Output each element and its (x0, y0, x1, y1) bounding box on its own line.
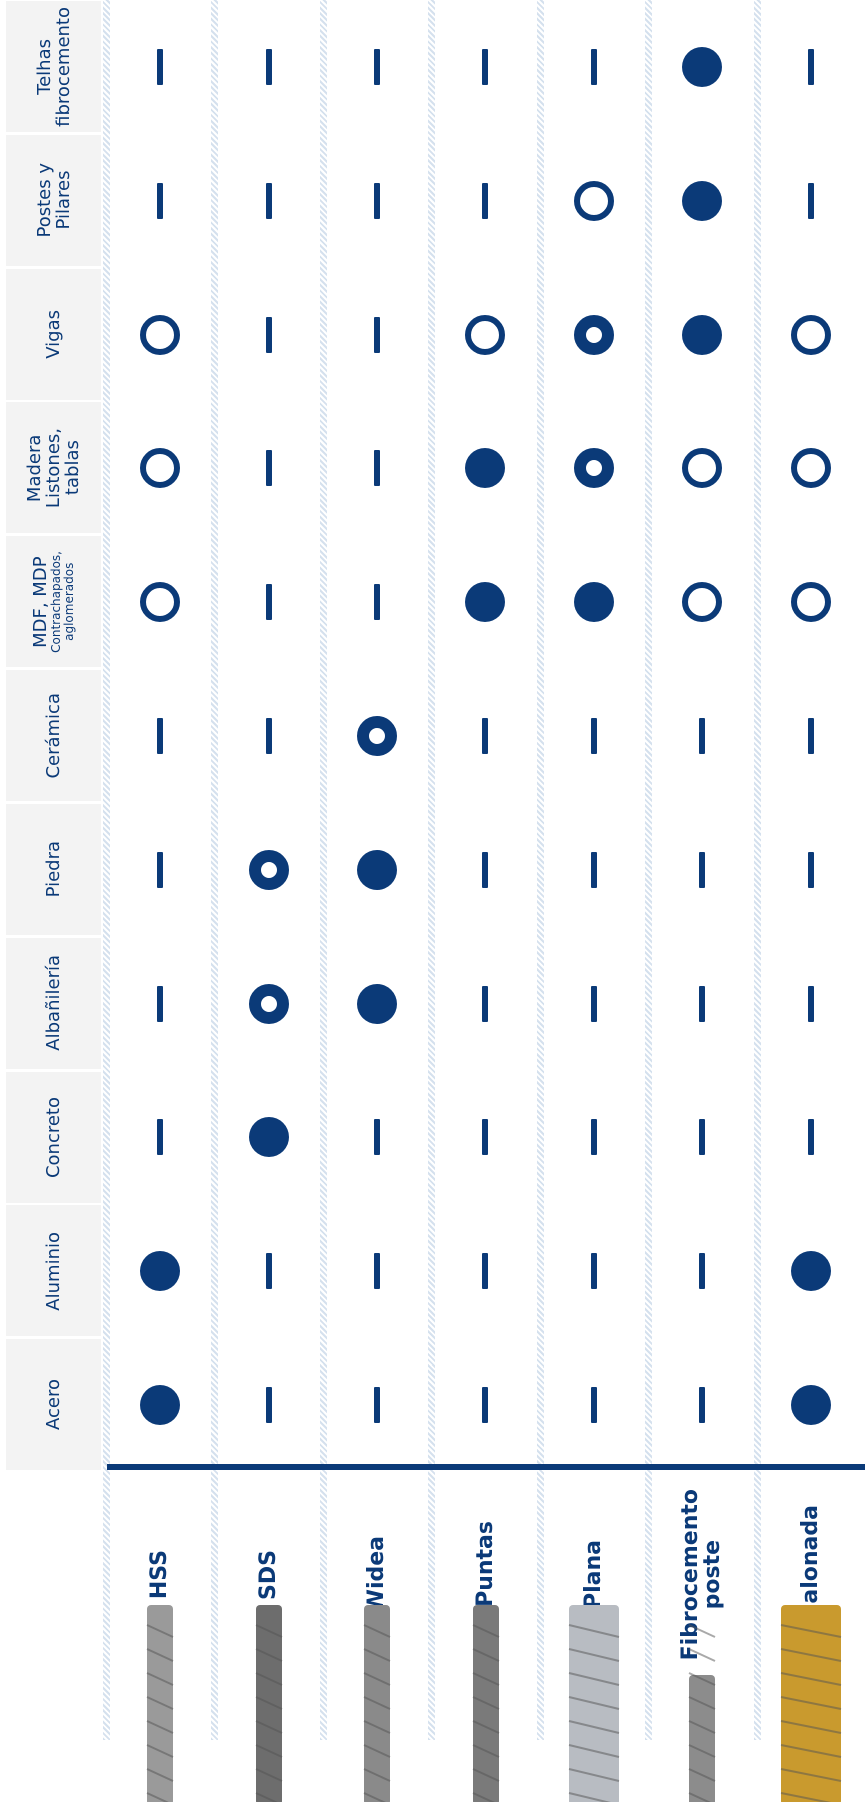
material-cell: Piedra (6, 804, 101, 935)
label-line: Albañilería (44, 955, 63, 1051)
label-line: Telhas (35, 7, 54, 127)
label-line: Concreto (44, 1097, 63, 1178)
material-label: Vigas (44, 310, 63, 359)
compatibility-grid (106, 0, 865, 1472)
label-line: tablas (63, 428, 82, 508)
drill-image (771, 1585, 851, 1802)
material-cell: Concreto (6, 1072, 101, 1203)
label-line: Acero (44, 1379, 63, 1430)
label-line: fibrocemento (54, 7, 73, 127)
label-line: Aluminio (44, 1232, 63, 1311)
drill-image (229, 1585, 309, 1802)
drill-image (554, 1585, 634, 1802)
label-line: Vigas (44, 310, 63, 359)
drill-image (446, 1585, 526, 1802)
label-line: Piedra (44, 841, 63, 897)
label-line: aglomerados (63, 551, 76, 653)
label-line: Postes y (35, 163, 54, 238)
label-line: Pilares (54, 163, 73, 238)
label-line: Listones, (44, 428, 63, 508)
material-cell: Aluminio (6, 1205, 101, 1336)
label-line: MDF, MDP (31, 551, 50, 653)
page-body: Telhasfibrocemento Postes yPilares Vigas Ma… (0, 0, 865, 1802)
material-label: Acero (44, 1379, 63, 1430)
page: {"materials": [["Telhas", "fibrocemento"… (0, 0, 865, 1802)
drill-image (120, 1585, 200, 1802)
material-cell: Albañilería (6, 938, 101, 1069)
material-label: Aluminio (44, 1232, 63, 1311)
divider (107, 1464, 865, 1470)
drill-image (662, 1585, 742, 1802)
material-cell: Acero (6, 1339, 101, 1470)
material-cell: Cerámica (6, 670, 101, 801)
material-cell: Vigas (6, 269, 101, 400)
material-label: Concreto (44, 1097, 63, 1178)
drill-image (337, 1585, 417, 1802)
label-line: Madera (25, 428, 44, 508)
material-label: Cerámica (44, 693, 63, 779)
label-line: Cerámica (44, 693, 63, 779)
material-label: Albañilería (44, 955, 63, 1051)
material-label: Piedra (44, 841, 63, 897)
